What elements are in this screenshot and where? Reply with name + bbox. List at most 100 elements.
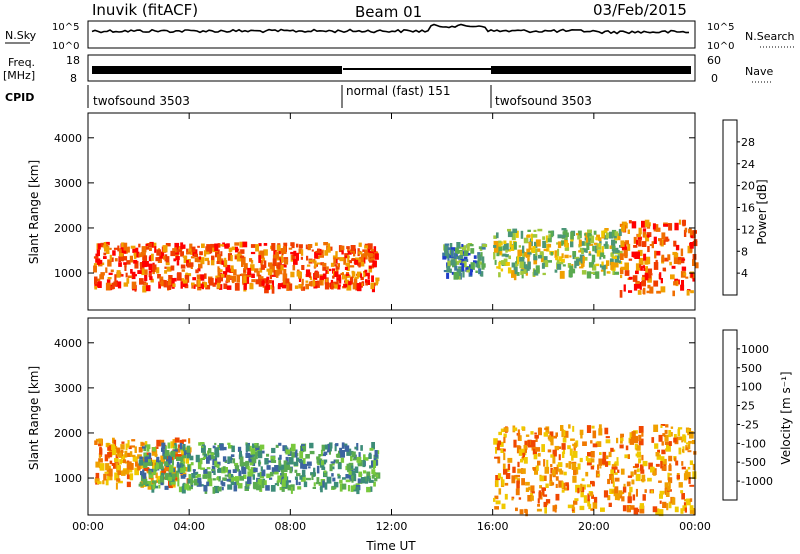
heatmap-cell	[99, 448, 103, 455]
heatmap-cell	[264, 458, 269, 465]
heatmap-cell	[371, 460, 374, 468]
heatmap-cell	[367, 279, 370, 285]
heatmap-cell	[165, 256, 170, 264]
heatmap-cell	[356, 486, 360, 495]
heatmap-cell	[242, 276, 245, 284]
heatmap-cell	[130, 445, 135, 448]
heatmap-cell	[671, 265, 676, 269]
heatmap-cell	[299, 475, 303, 480]
heatmap-cell	[102, 262, 105, 266]
heatmap-cell	[227, 484, 233, 490]
heatmap-cell	[515, 474, 520, 478]
heatmap-cell	[493, 438, 498, 445]
heatmap-cell	[179, 439, 184, 444]
heatmap-cell	[225, 467, 228, 473]
heatmap-cell	[129, 463, 134, 470]
heatmap-cell	[313, 482, 316, 487]
heatmap-cell	[660, 425, 663, 428]
heatmap-cell	[496, 249, 500, 257]
heatmap-cell	[641, 280, 646, 287]
freq-series-segment-2	[343, 68, 491, 70]
heatmap-cell	[199, 274, 205, 281]
heatmap-cell	[337, 473, 340, 476]
heatmap-cell	[200, 442, 205, 445]
heatmap-cell	[678, 436, 683, 441]
heatmap-cell	[519, 261, 524, 269]
heatmap-cell	[494, 506, 499, 510]
heatmap-cell	[513, 439, 517, 448]
heatmap-cell	[208, 277, 214, 286]
heatmap-cell	[577, 230, 582, 239]
heatmap-cell	[253, 467, 258, 473]
heatmap-cell	[250, 264, 255, 271]
heatmap-cell	[563, 471, 567, 476]
heatmap-cell	[180, 251, 184, 257]
heatmap-cell	[171, 473, 176, 480]
heatmap-cell	[589, 235, 595, 244]
heatmap-cell	[234, 465, 240, 472]
heatmap-cell	[534, 434, 539, 439]
heatmap-cell	[665, 424, 669, 428]
heatmap-cell	[294, 469, 298, 473]
heatmap-cell	[188, 474, 192, 480]
heatmap-cell	[610, 252, 614, 257]
heatmap-cell	[635, 263, 641, 271]
heatmap-cell	[334, 271, 339, 277]
heatmap-cell	[263, 243, 268, 246]
heatmap-cell	[239, 461, 244, 467]
heatmap-cell	[584, 233, 587, 236]
heatmap-cell	[257, 472, 261, 477]
heatmap-cell	[587, 493, 590, 502]
heatmap-cell	[239, 241, 243, 248]
heatmap-cell	[360, 273, 363, 278]
heatmap-cell	[137, 270, 142, 274]
heatmap-cell	[375, 460, 378, 466]
heatmap-cell	[614, 472, 618, 475]
heatmap-cell	[620, 438, 624, 442]
heatmap-cell	[664, 257, 669, 262]
heatmap-cell	[117, 470, 120, 476]
heatmap-cell	[538, 490, 542, 498]
heatmap-cell	[368, 265, 372, 269]
heatmap-cell	[97, 263, 103, 267]
noise-tick-right-top: 10^5	[707, 22, 734, 33]
heatmap-cell	[243, 263, 248, 270]
heatmap-cell	[109, 284, 113, 291]
x-tick-label: 20:00	[578, 520, 610, 533]
heatmap-cell	[604, 228, 609, 231]
heatmap-cell	[303, 481, 308, 488]
heatmap-cell	[526, 248, 531, 253]
heatmap-cell	[249, 462, 254, 466]
heatmap-cell	[586, 425, 592, 433]
heatmap-cell	[644, 489, 647, 493]
heatmap-cell	[140, 464, 144, 469]
heatmap-cell	[617, 469, 620, 473]
heatmap-cell	[298, 275, 301, 282]
heatmap-cell	[255, 244, 259, 252]
heatmap-cell	[127, 275, 133, 278]
heatmap-cell	[114, 258, 118, 262]
y-tick-label: 2000	[54, 222, 82, 235]
heatmap-cell	[263, 278, 267, 284]
heatmap-cell	[455, 247, 459, 255]
heatmap-cell	[210, 260, 215, 266]
heatmap-cell	[339, 479, 343, 484]
heatmap-cell	[365, 279, 368, 283]
heatmap-cell	[320, 449, 323, 457]
heatmap-cell	[659, 239, 662, 246]
heatmap-cell	[680, 508, 684, 514]
heatmap-cell	[530, 247, 533, 253]
heatmap-cell	[681, 493, 685, 500]
heatmap-cell	[360, 477, 366, 484]
heatmap-cell	[193, 253, 198, 257]
heatmap-cell	[237, 251, 241, 254]
heatmap-cell	[148, 452, 152, 460]
heatmap-cell	[179, 442, 183, 450]
heatmap-cell	[227, 456, 232, 464]
heatmap-cell	[331, 466, 335, 470]
heatmap-cell	[249, 283, 254, 290]
heatmap-cell	[245, 444, 250, 452]
heatmap-cell	[243, 269, 246, 273]
freq-frame	[87, 54, 696, 82]
heatmap-cell	[537, 460, 541, 466]
